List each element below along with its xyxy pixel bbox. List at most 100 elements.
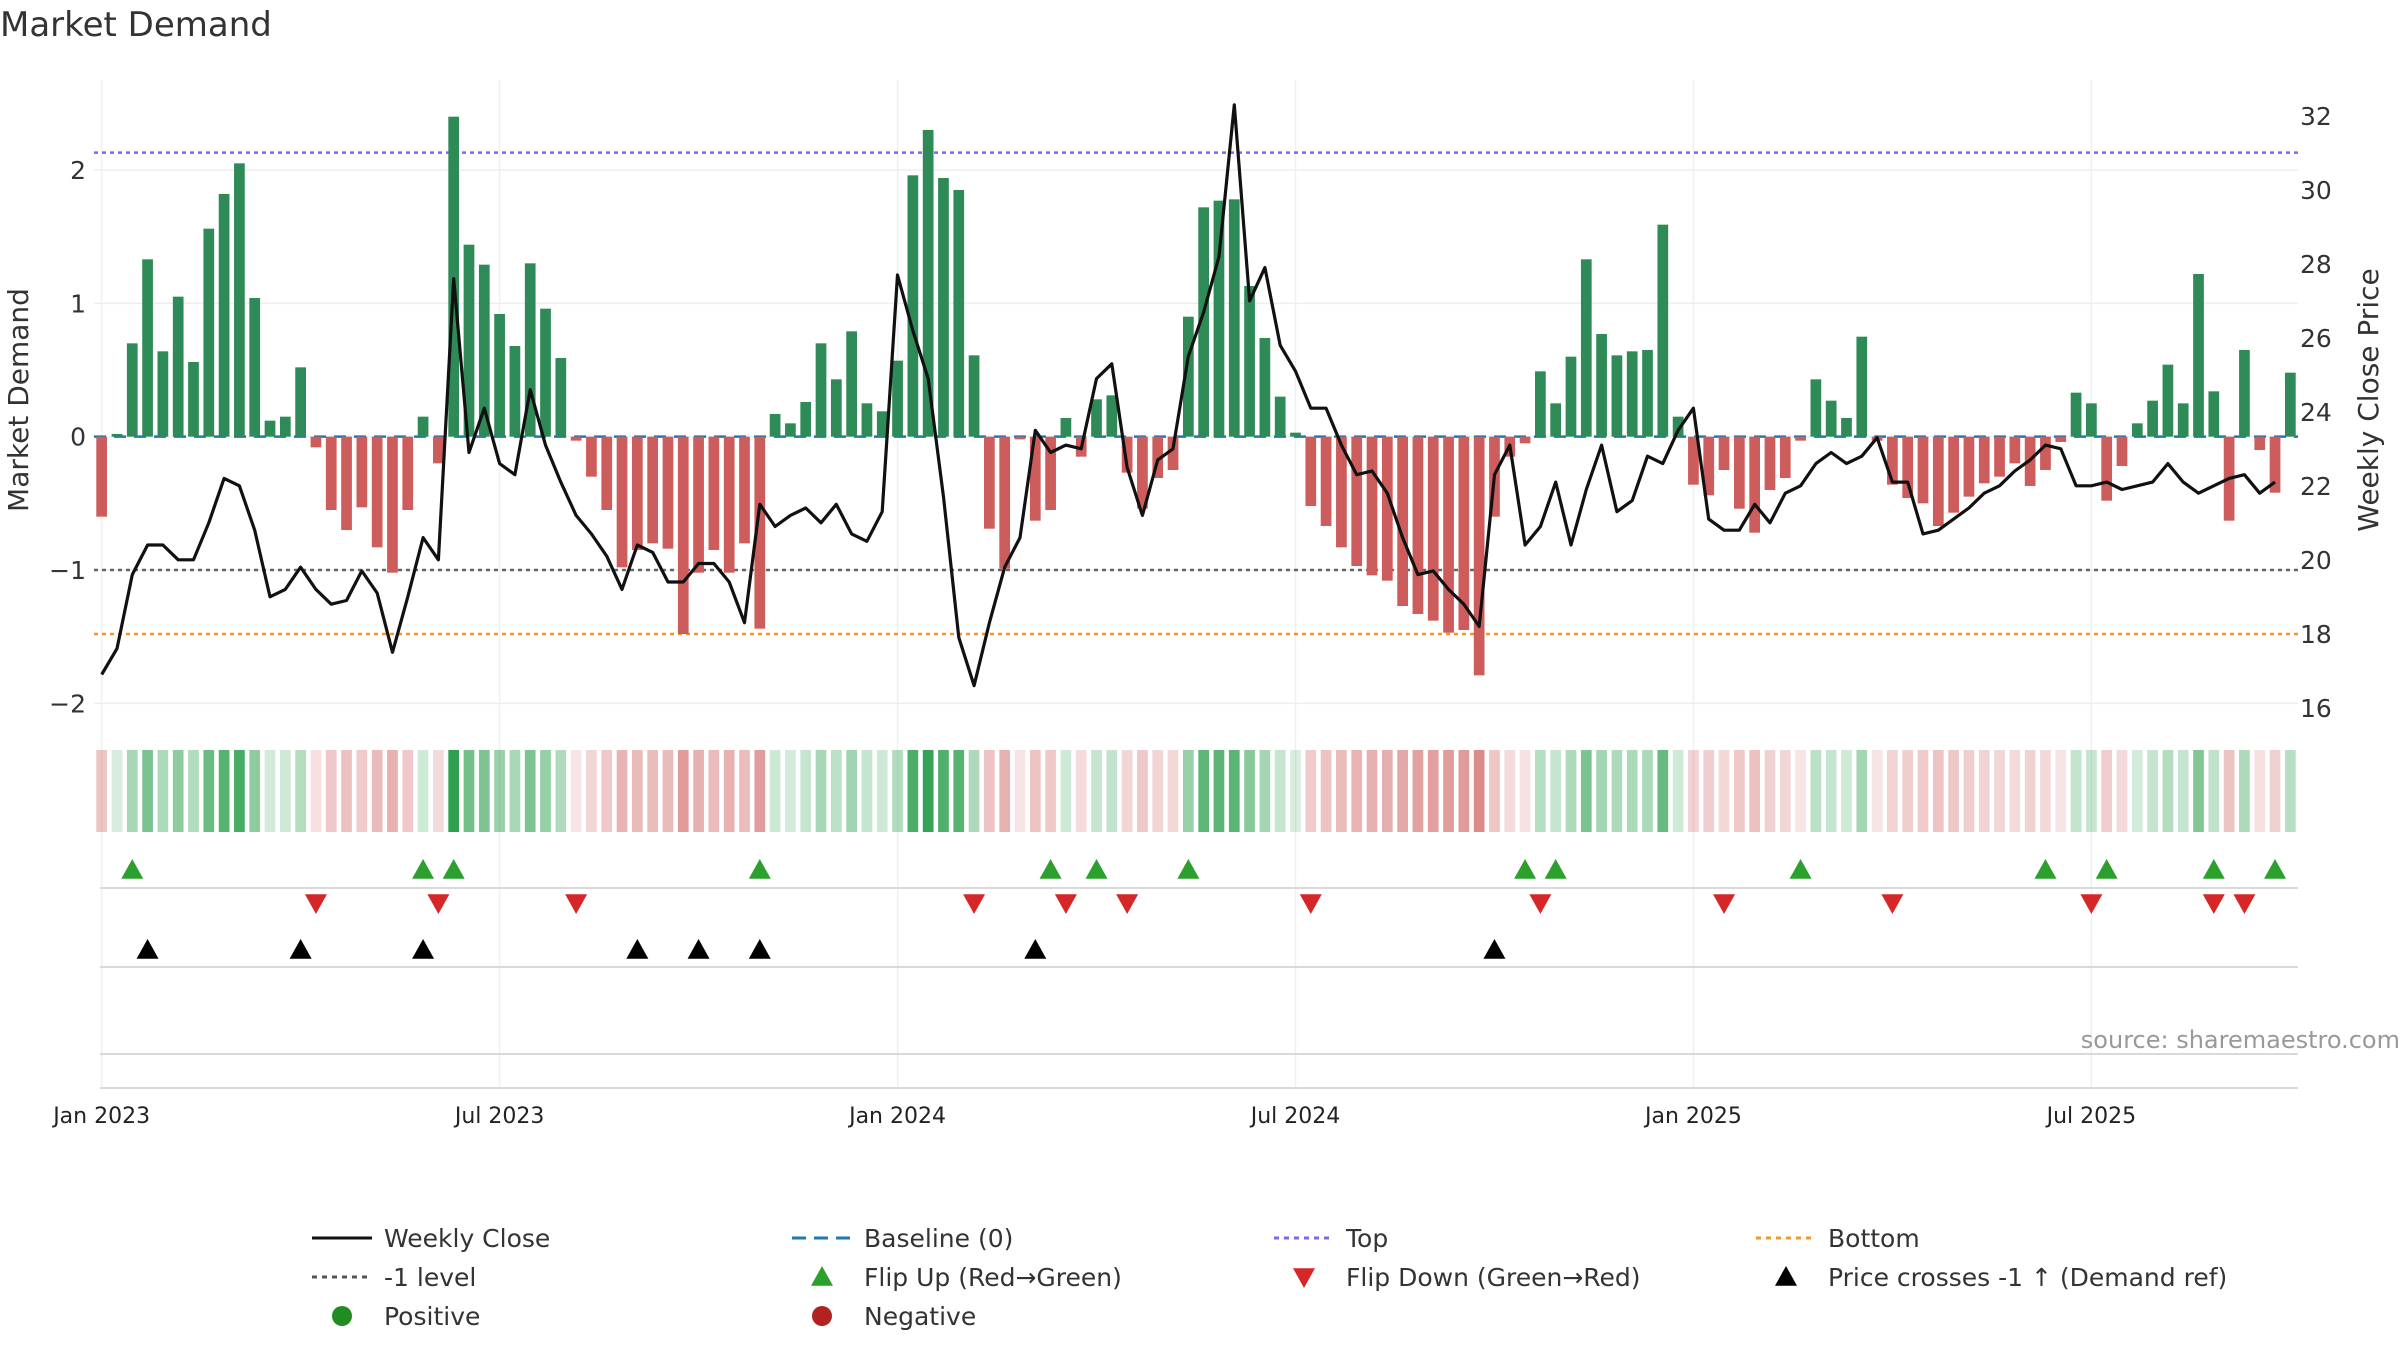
heat-cell xyxy=(953,750,965,832)
demand-bar xyxy=(1519,436,1531,444)
heat-cell xyxy=(1764,750,1776,832)
price-cross-marker xyxy=(1483,939,1506,959)
heat-cell xyxy=(708,750,720,832)
flip-up-marker xyxy=(1039,859,1062,879)
heat-cell xyxy=(1336,750,1347,832)
demand-bar xyxy=(601,436,613,510)
heat-cell xyxy=(785,750,796,832)
demand-bar xyxy=(218,194,230,437)
demand-bar xyxy=(1182,316,1194,437)
heat-cell xyxy=(815,750,827,832)
legend-item: Weekly Close xyxy=(312,1224,550,1253)
demand-bar xyxy=(1795,436,1806,441)
heat-cell xyxy=(1810,750,1822,832)
demand-bar xyxy=(1994,436,2005,477)
heat-cell xyxy=(555,750,567,832)
heat-cell xyxy=(1718,750,1730,832)
heat-cell xyxy=(1795,750,1806,832)
y-tick-label: 2 xyxy=(70,156,86,185)
demand-bar xyxy=(570,436,582,441)
heat-cell xyxy=(2009,750,2021,832)
demand-bar xyxy=(1917,436,1929,504)
y2-tick-label: 24 xyxy=(2300,398,2332,427)
demand-bar xyxy=(402,436,414,510)
flip-down-marker xyxy=(2080,894,2103,914)
heat-cell xyxy=(1274,750,1286,832)
demand-bar xyxy=(1443,436,1454,633)
heat-cell xyxy=(2284,750,2296,832)
heat-cell xyxy=(1565,750,1577,832)
x-tick-label: Jul 2023 xyxy=(453,1104,545,1129)
source-note: source: sharemaestro.com xyxy=(2081,1026,2400,1054)
heat-cell xyxy=(1856,750,1868,832)
demand-bar xyxy=(325,436,337,510)
flip-down-marker xyxy=(565,894,588,914)
heat-cell xyxy=(1672,750,1684,832)
heat-cell xyxy=(2193,750,2204,832)
demand-bar xyxy=(1856,336,1868,437)
legend: Weekly Close Baseline (0) Top Bottom -1 leve… xyxy=(312,1224,2227,1331)
demand-bar xyxy=(1535,371,1546,437)
demand-bar xyxy=(1672,416,1684,437)
heat-cell xyxy=(1688,750,1699,832)
heat-cell xyxy=(157,750,169,832)
heat-cell xyxy=(2040,750,2051,832)
flip-down-marker xyxy=(2233,894,2256,914)
demand-bar xyxy=(1198,207,1210,437)
heat-cell xyxy=(1611,750,1623,832)
heat-cell xyxy=(1917,750,1929,832)
demand-bar xyxy=(2116,436,2128,466)
demand-bar xyxy=(1902,436,1914,498)
demand-bar xyxy=(1948,436,1959,513)
x-tick-label: Jan 2023 xyxy=(51,1104,150,1129)
legend-item: Bottom xyxy=(1756,1224,1920,1253)
heat-cell xyxy=(295,750,306,832)
demand-bar xyxy=(846,331,857,437)
heat-cell xyxy=(1458,750,1470,832)
demand-bar xyxy=(1259,338,1271,437)
heat-cell xyxy=(723,750,735,832)
heat-cell xyxy=(1014,750,1026,832)
demand-bar xyxy=(907,175,919,437)
heat-cell xyxy=(1657,750,1669,832)
heat-cell xyxy=(999,750,1011,832)
legend-item: Positive xyxy=(332,1302,480,1331)
price-cross-marker xyxy=(748,939,771,959)
demand-bar xyxy=(96,436,108,517)
demand-bars xyxy=(96,116,2296,676)
flip-up-marker xyxy=(442,859,465,879)
demand-bar xyxy=(1381,436,1393,581)
demand-bar xyxy=(494,314,505,437)
legend-label: Flip Up (Red→Green) xyxy=(864,1263,1122,1292)
heat-cell xyxy=(1932,750,1944,832)
flip-down-marker xyxy=(1054,894,1077,914)
demand-bar xyxy=(1978,436,1990,484)
legend-label: -1 level xyxy=(384,1263,476,1292)
demand-bar xyxy=(1366,436,1378,576)
legend-label: Baseline (0) xyxy=(864,1224,1013,1253)
demand-bar xyxy=(586,436,597,477)
heat-cell xyxy=(861,750,873,832)
flip-down-marker xyxy=(2202,894,2225,914)
heat-cell xyxy=(1213,750,1225,832)
heat-cell xyxy=(1305,750,1317,832)
demand-bar xyxy=(1841,418,1852,437)
y2-tick-label: 16 xyxy=(2300,694,2332,723)
heat-cell xyxy=(172,750,184,832)
heat-cell xyxy=(126,750,138,832)
heat-cell xyxy=(1045,750,1056,832)
y-tick-label: 1 xyxy=(70,289,86,318)
heat-cell xyxy=(1871,750,1883,832)
demand-bar xyxy=(524,263,536,437)
legend-label: Positive xyxy=(384,1302,480,1331)
demand-bar xyxy=(1764,436,1776,490)
demand-bar xyxy=(1244,286,1255,437)
heat-cell xyxy=(1489,750,1500,832)
heat-cell xyxy=(2162,750,2174,832)
demand-bar xyxy=(723,436,735,573)
demand-bar xyxy=(1427,436,1439,621)
heat-cell xyxy=(922,750,934,832)
demand-bar xyxy=(1213,200,1225,437)
demand-bar xyxy=(1106,395,1118,437)
x-tick-label: Jul 2024 xyxy=(1249,1104,1341,1129)
